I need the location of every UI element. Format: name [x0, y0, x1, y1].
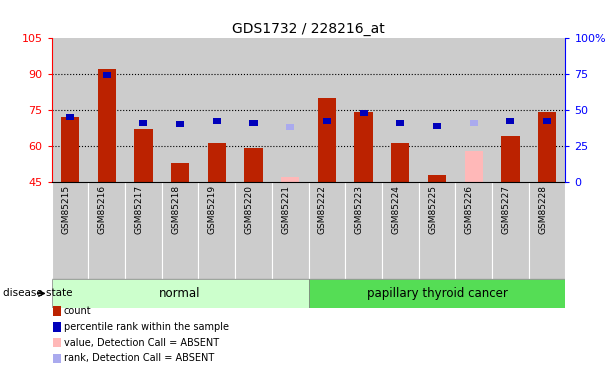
Bar [318, 98, 336, 182]
Bar [61, 117, 79, 182]
Text: GSM85223: GSM85223 [354, 185, 364, 234]
Bar [323, 118, 331, 124]
Text: GSM85226: GSM85226 [465, 185, 474, 234]
Bar [134, 129, 153, 182]
Text: percentile rank within the sample: percentile rank within the sample [64, 322, 229, 332]
Text: rank, Detection Call = ABSENT: rank, Detection Call = ABSENT [64, 354, 214, 363]
Bar [235, 182, 272, 279]
Text: GSM85215: GSM85215 [61, 185, 70, 234]
Text: value, Detection Call = ABSENT: value, Detection Call = ABSENT [64, 338, 219, 348]
Bar [66, 114, 74, 120]
Text: disease state: disease state [3, 288, 72, 298]
Bar [88, 182, 125, 279]
Bar [88, 38, 125, 182]
Bar [281, 177, 299, 182]
Bar [345, 182, 382, 279]
Bar [125, 182, 162, 279]
Bar [354, 112, 373, 182]
Bar [396, 120, 404, 126]
Bar [162, 182, 198, 279]
Bar [208, 143, 226, 182]
Text: GSM85219: GSM85219 [208, 185, 217, 234]
Bar [176, 121, 184, 127]
Bar [455, 38, 492, 182]
Bar [382, 38, 419, 182]
Bar [125, 38, 162, 182]
Bar [235, 38, 272, 182]
Bar [171, 163, 189, 182]
Bar [359, 110, 368, 116]
Bar [465, 151, 483, 182]
Text: GSM85221: GSM85221 [282, 185, 290, 234]
Text: GSM85225: GSM85225 [428, 185, 437, 234]
Bar [308, 38, 345, 182]
Text: GSM85227: GSM85227 [502, 185, 510, 234]
Bar [492, 38, 529, 182]
Bar [428, 175, 446, 182]
Title: GDS1732 / 228216_at: GDS1732 / 228216_at [232, 22, 385, 36]
Bar [469, 120, 478, 126]
Bar [139, 120, 148, 126]
Bar [492, 182, 529, 279]
Bar [501, 136, 520, 182]
Bar [538, 112, 556, 182]
Bar [308, 182, 345, 279]
Bar [433, 123, 441, 129]
Bar [198, 182, 235, 279]
Bar [162, 38, 198, 182]
Text: GSM85228: GSM85228 [538, 185, 547, 234]
Text: GSM85220: GSM85220 [244, 185, 254, 234]
Bar [213, 118, 221, 124]
Bar [506, 118, 514, 124]
Bar [419, 38, 455, 182]
Bar [345, 38, 382, 182]
Bar [391, 143, 409, 182]
Bar [272, 182, 308, 279]
Text: papillary thyroid cancer: papillary thyroid cancer [367, 287, 508, 300]
Text: normal: normal [159, 287, 201, 300]
Bar [529, 182, 565, 279]
Text: GSM85218: GSM85218 [171, 185, 180, 234]
Bar [244, 148, 263, 182]
Bar [543, 118, 551, 124]
Bar [286, 124, 294, 130]
Bar [529, 38, 565, 182]
Bar [103, 72, 111, 78]
Text: GSM85216: GSM85216 [98, 185, 107, 234]
Bar [419, 182, 455, 279]
Bar [249, 120, 258, 126]
Bar [198, 38, 235, 182]
Text: GSM85224: GSM85224 [392, 185, 400, 234]
Text: GSM85222: GSM85222 [318, 185, 327, 234]
Text: count: count [64, 306, 91, 316]
Bar [382, 182, 419, 279]
Bar [455, 182, 492, 279]
Bar [52, 182, 88, 279]
Bar [272, 38, 308, 182]
Bar [52, 38, 88, 182]
Bar [52, 279, 308, 308]
Bar [97, 69, 116, 182]
Text: GSM85217: GSM85217 [134, 185, 143, 234]
Bar [308, 279, 565, 308]
